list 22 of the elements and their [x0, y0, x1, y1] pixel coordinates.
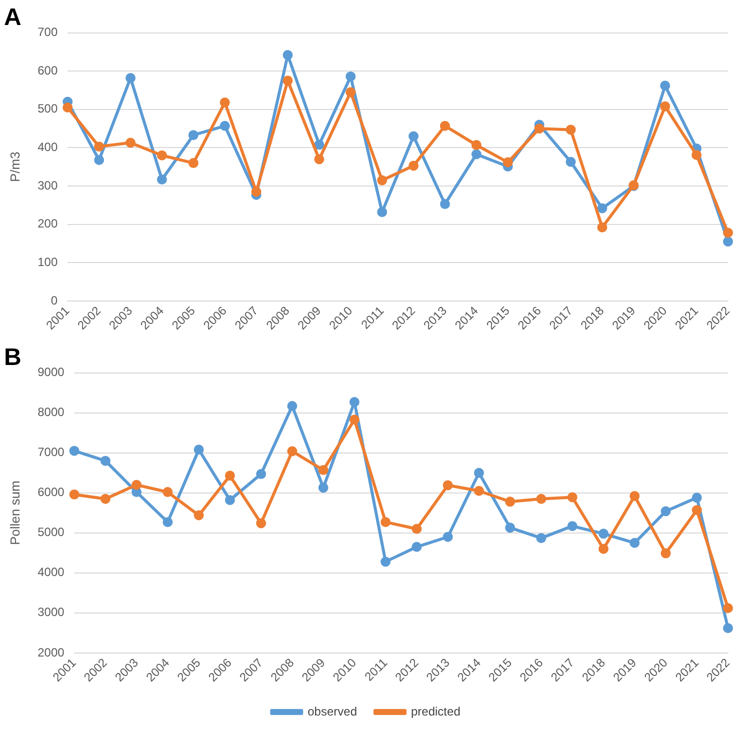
y-tick-label: 7000 [38, 445, 65, 460]
y-tick-label: 300 [38, 178, 58, 192]
y-tick-label: 4000 [38, 565, 65, 580]
y-tick-label: 500 [38, 102, 58, 116]
y-tick-label: 600 [38, 63, 58, 78]
y-tick-label: 0 [50, 293, 58, 308]
y-tick-label: 100 [38, 254, 58, 269]
y-tick-label: 6000 [38, 485, 65, 500]
y-axis-title: Pollen sum [7, 480, 22, 546]
y-tick-label: 5000 [38, 525, 65, 540]
y-tick-label: 700 [38, 25, 58, 40]
legend-label: predicted [411, 704, 460, 718]
chart-title: B [4, 344, 22, 372]
y-tick-label: 200 [38, 216, 58, 231]
y-tick-label: 8000 [38, 405, 65, 420]
y-tick-label: 9000 [38, 365, 65, 380]
y-tick-label: 2000 [38, 645, 65, 660]
legend-label: observed [308, 704, 358, 718]
chart-title: A [4, 4, 22, 32]
y-axis-title: P/m3 [7, 152, 22, 182]
y-tick-label: 3000 [38, 605, 65, 620]
y-tick-label: 400 [38, 140, 58, 154]
